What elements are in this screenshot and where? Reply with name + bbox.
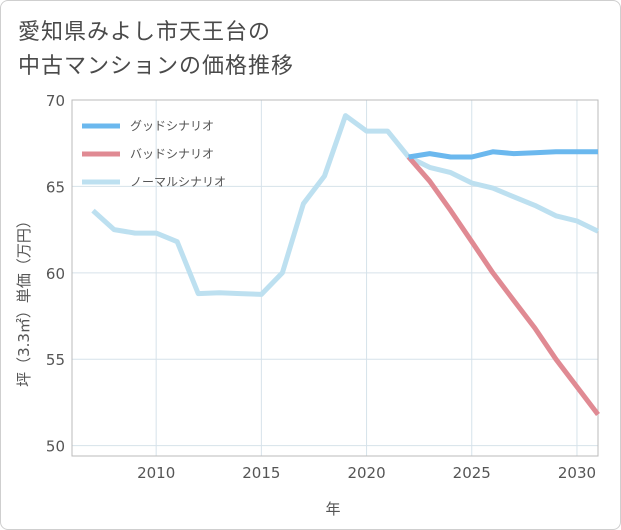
x-tick-label: 2015	[242, 464, 280, 482]
y-tick-label: 60	[46, 265, 65, 283]
y-tick-label: 50	[46, 438, 65, 456]
chart-title-line-1: 愛知県みよし市天王台の	[18, 20, 272, 45]
series-layer	[91, 113, 600, 417]
plot-area-border	[71, 99, 599, 457]
series-line-3	[91, 113, 600, 297]
y-tick-label: 70	[46, 92, 65, 110]
x-tick-label: 2020	[347, 464, 385, 482]
y-tick-label: 65	[46, 178, 65, 196]
chart-title: 愛知県みよし市天王台の 中古マンションの価格推移	[18, 16, 294, 84]
series-line-2	[406, 155, 600, 417]
y-axis-label: 坪（3.3㎡）単価（万円）	[15, 213, 33, 387]
legend-label: グッドシナリオ	[130, 119, 214, 133]
x-tick-label: 2010	[137, 464, 175, 482]
legend-label: バッドシナリオ	[130, 147, 214, 161]
x-axis-label: 年	[325, 500, 340, 518]
chart-title-line-2: 中古マンションの価格推移	[18, 54, 295, 79]
x-tick-label: 2025	[453, 464, 491, 482]
series-line-1	[408, 149, 598, 160]
axis-ticks: 2010 2015 2020 2025 2030 50 55 60 65 70	[46, 92, 596, 482]
legend-label: ノーマルシナリオ	[130, 175, 226, 189]
x-tick-label: 2030	[558, 464, 596, 482]
y-tick-label: 55	[46, 351, 65, 369]
